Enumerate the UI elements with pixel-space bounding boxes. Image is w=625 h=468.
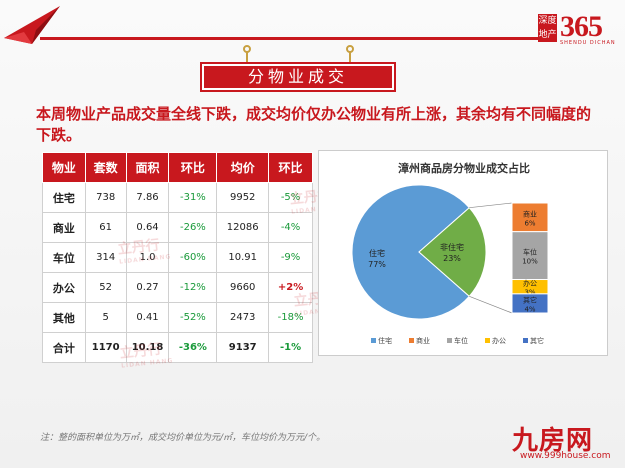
banner-hook-left [242, 45, 252, 64]
cell-count: 738 [84, 182, 127, 213]
paper-plane-icon [4, 6, 60, 44]
cell-price-mom: -1% [268, 332, 313, 363]
cell-type: 办公 [42, 272, 86, 303]
legend-swatch [447, 338, 452, 343]
section-title: 分物业成交 [247, 67, 348, 86]
legend-swatch [523, 338, 528, 343]
pie-label-non-residential-name: 非住宅 [440, 242, 464, 252]
cell-price: 9660 [216, 272, 270, 303]
cell-area-mom: -60% [168, 242, 218, 273]
table-row: 其他 5 0.41 -52% 2473 -18% [42, 302, 313, 333]
cell-count: 1170 [84, 332, 127, 363]
pie-slice-residential [351, 184, 470, 320]
cell-area-mom: -52% [168, 302, 218, 333]
brand-logo: 深度地产 365 SHENDU DICHAN [538, 10, 622, 46]
cell-price: 9952 [216, 182, 270, 213]
col-header-price: 均价 [216, 152, 270, 183]
cell-area-mom: -26% [168, 212, 218, 243]
cell-area: 0.41 [125, 302, 170, 333]
stack-label-value: 6% [524, 219, 535, 227]
cell-price: 10.91 [216, 242, 270, 273]
table-row: 办公 52 0.27 -12% 9660 +2% [42, 272, 313, 303]
pie-slice-non-residential [418, 206, 487, 298]
legend-label: 其它 [530, 336, 544, 345]
cell-area-mom: -36% [168, 332, 218, 363]
cell-price-mom: -4% [268, 212, 313, 243]
cell-area: 1.0 [125, 242, 170, 273]
pie-label-non-residential-value: 23% [443, 254, 461, 263]
headline-text: 本周物业产品成交量全线下跌，成交均价仅办公物业有所上涨，其余均有不同幅度的下跌。 [36, 105, 592, 144]
table-total-row: 合计 1170 10.18 -36% 9137 -1% [42, 332, 313, 363]
stack-segment [511, 293, 549, 314]
pie-label-residential-name: 住宅 [369, 248, 385, 258]
col-header-count: 套数 [84, 152, 127, 183]
pie-label-residential-value: 77% [368, 260, 386, 269]
banner-hook-right [345, 45, 355, 64]
cell-type: 其他 [42, 302, 86, 333]
stack-label-name: 商业 [523, 209, 537, 218]
legend-swatch [485, 338, 490, 343]
cell-area: 0.64 [125, 212, 170, 243]
stack-segment [511, 202, 549, 233]
property-stats-table: 物业 套数 面积 环比 均价 环比 住宅 738 7.86 -31% 9952 … [42, 152, 313, 363]
stack-label-name: 办公 [523, 279, 537, 288]
legend-label: 车位 [454, 336, 468, 345]
cell-price: 12086 [216, 212, 270, 243]
site-brand-name: 九房网 [512, 426, 594, 456]
cell-price-mom: -18% [268, 302, 313, 333]
legend-label: 办公 [492, 336, 506, 345]
table-row: 车位 314 1.0 -60% 10.91 -9% [42, 242, 313, 273]
cell-area-mom: -12% [168, 272, 218, 303]
cell-type: 商业 [42, 212, 86, 243]
site-url: www.999house.com [520, 451, 611, 461]
stack-label-name: 车位 [523, 248, 537, 257]
col-header-area-mom: 环比 [168, 152, 218, 183]
footnote: 注：整的面积单位为万㎡，成交均价单位为元/㎡，车位均价为万元/个。 [40, 433, 326, 443]
logo-badge: 深度地产 [538, 14, 557, 42]
cell-area: 0.27 [125, 272, 170, 303]
connector-line-bottom [469, 295, 513, 314]
connector-line-top [469, 202, 513, 209]
table-row: 商业 61 0.64 -26% 12086 -4% [42, 212, 313, 243]
stack-label-value: 3% [524, 289, 535, 297]
logo-number: 365 [560, 10, 603, 43]
stack-segment [511, 231, 549, 281]
stack-label-value: 10% [522, 258, 538, 266]
top-divider-line [40, 37, 540, 40]
legend-swatch [371, 338, 376, 343]
cell-price-mom: -9% [268, 242, 313, 273]
legend-label: 商业 [416, 336, 430, 345]
legend-swatch [409, 338, 414, 343]
col-header-price-mom: 环比 [268, 152, 313, 183]
stack-label-name: 其它 [523, 295, 537, 304]
pie-chart-panel: 住宅 77% 非住宅 23% 商业 6% 车位 10% 办公 3% 其它 4% 住宅 商业 车位 办公 其它… [318, 150, 608, 356]
cell-count: 52 [84, 272, 127, 303]
cell-price: 2473 [216, 302, 270, 333]
section-banner: 分物业成交 [200, 62, 396, 92]
cell-area: 7.86 [125, 182, 170, 213]
logo-subtitle: SHENDU DICHAN [560, 40, 616, 46]
col-header-area: 面积 [125, 152, 170, 183]
cell-area-mom: -31% [168, 182, 218, 213]
chart-title: 漳州商品房分物业成交占比 [398, 162, 530, 175]
cell-type: 住宅 [42, 182, 86, 213]
table-header-row: 物业 套数 面积 环比 均价 环比 [42, 152, 313, 183]
cell-count: 5 [84, 302, 127, 333]
cell-type: 合计 [42, 332, 86, 363]
cell-price-mom: -5% [268, 182, 313, 213]
cell-price-mom: +2% [268, 272, 313, 303]
cell-type: 车位 [42, 242, 86, 273]
cell-count: 61 [84, 212, 127, 243]
stack-label-value: 4% [524, 305, 535, 313]
cell-area: 10.18 [125, 332, 170, 363]
legend-label: 住宅 [378, 336, 392, 345]
cell-price: 9137 [216, 332, 270, 363]
col-header-type: 物业 [42, 152, 86, 183]
table-row: 住宅 738 7.86 -31% 9952 -5% [42, 182, 313, 213]
cell-count: 314 [84, 242, 127, 273]
